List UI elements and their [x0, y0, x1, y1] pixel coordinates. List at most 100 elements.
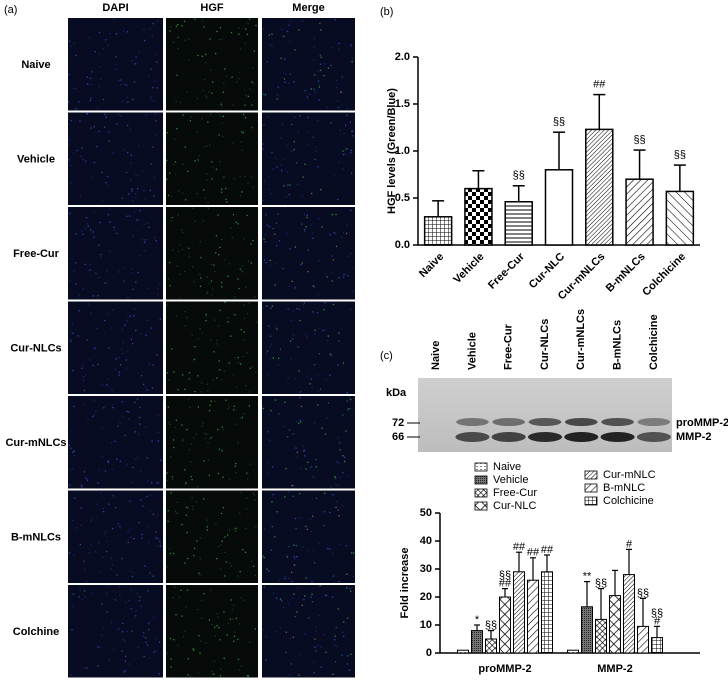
- speck: [281, 169, 283, 172]
- speck: [73, 405, 75, 408]
- speck: [239, 417, 242, 419]
- speck: [304, 595, 306, 597]
- speck: [318, 542, 320, 544]
- speck: [342, 472, 344, 474]
- speck: [292, 636, 295, 638]
- speck: [270, 193, 272, 195]
- speck: [309, 518, 311, 520]
- speck: [216, 377, 218, 379]
- speck: [138, 145, 140, 147]
- speck: [268, 226, 271, 228]
- micrograph: [262, 396, 355, 489]
- row-label: Colchine: [13, 626, 59, 638]
- speck: [262, 143, 264, 145]
- speck: [190, 116, 192, 118]
- speck: [200, 256, 202, 259]
- speck: [313, 562, 316, 564]
- speck: [194, 220, 196, 222]
- speck: [203, 26, 205, 28]
- speck: [148, 75, 150, 77]
- annotation: §§: [637, 587, 649, 599]
- speck: [249, 88, 251, 90]
- speck: [130, 589, 132, 591]
- speck: [335, 213, 337, 216]
- speck: [146, 222, 148, 225]
- speck: [272, 357, 274, 359]
- speck: [350, 308, 352, 311]
- speck: [292, 310, 295, 312]
- speck: [270, 409, 272, 412]
- speck: [350, 45, 353, 48]
- speck: [306, 336, 308, 338]
- speck: [250, 176, 253, 178]
- speck: [81, 486, 83, 488]
- speck: [72, 519, 74, 522]
- speck: [240, 329, 242, 331]
- speck: [222, 135, 224, 137]
- speck: [70, 447, 72, 449]
- speck: [239, 175, 241, 178]
- speck: [262, 555, 264, 557]
- speck: [202, 422, 204, 424]
- speck: [224, 301, 226, 303]
- speck: [301, 604, 303, 606]
- speck: [266, 568, 268, 570]
- speck: [228, 405, 230, 408]
- speck: [105, 39, 107, 41]
- speck: [274, 399, 277, 401]
- speck: [313, 422, 316, 424]
- speck: [201, 55, 203, 57]
- speck: [232, 213, 235, 216]
- speck: [352, 552, 355, 554]
- speck: [250, 243, 252, 245]
- speck: [346, 148, 348, 150]
- speck: [86, 76, 88, 78]
- speck: [306, 216, 308, 219]
- speck: [347, 475, 350, 477]
- speck: [87, 84, 89, 86]
- speck: [177, 24, 179, 26]
- y-tick-label: 50: [420, 507, 432, 519]
- speck: [91, 83, 93, 86]
- speck: [129, 500, 131, 502]
- speck: [173, 371, 175, 373]
- speck: [177, 389, 179, 391]
- speck: [71, 629, 73, 631]
- speck: [70, 119, 73, 122]
- speck: [305, 333, 307, 336]
- speck: [117, 113, 120, 116]
- speck: [298, 29, 300, 31]
- speck: [301, 262, 303, 264]
- speck: [149, 28, 151, 30]
- speck: [342, 154, 345, 156]
- speck: [175, 419, 177, 421]
- speck: [76, 527, 78, 529]
- speck: [116, 123, 118, 125]
- speck: [219, 27, 222, 29]
- speck: [225, 399, 227, 401]
- speck: [79, 120, 81, 122]
- micrograph: [166, 207, 258, 300]
- speck: [343, 132, 345, 134]
- speck: [120, 364, 122, 366]
- speck: [181, 25, 183, 27]
- bar: [567, 649, 579, 654]
- speck: [343, 273, 345, 276]
- speck: [196, 97, 199, 100]
- micrograph: [166, 585, 258, 678]
- speck: [280, 164, 283, 166]
- speck: [186, 317, 188, 319]
- speck: [184, 325, 187, 327]
- speck: [166, 472, 168, 474]
- speck: [215, 235, 218, 237]
- speck: [303, 214, 305, 216]
- speck: [218, 360, 220, 362]
- speck: [110, 557, 112, 559]
- speck: [233, 405, 236, 407]
- speck: [216, 558, 218, 560]
- speck: [227, 408, 229, 410]
- speck: [171, 478, 174, 481]
- x-tick-label: Cur-NLC: [527, 251, 567, 291]
- speck: [180, 589, 182, 591]
- speck: [69, 212, 71, 214]
